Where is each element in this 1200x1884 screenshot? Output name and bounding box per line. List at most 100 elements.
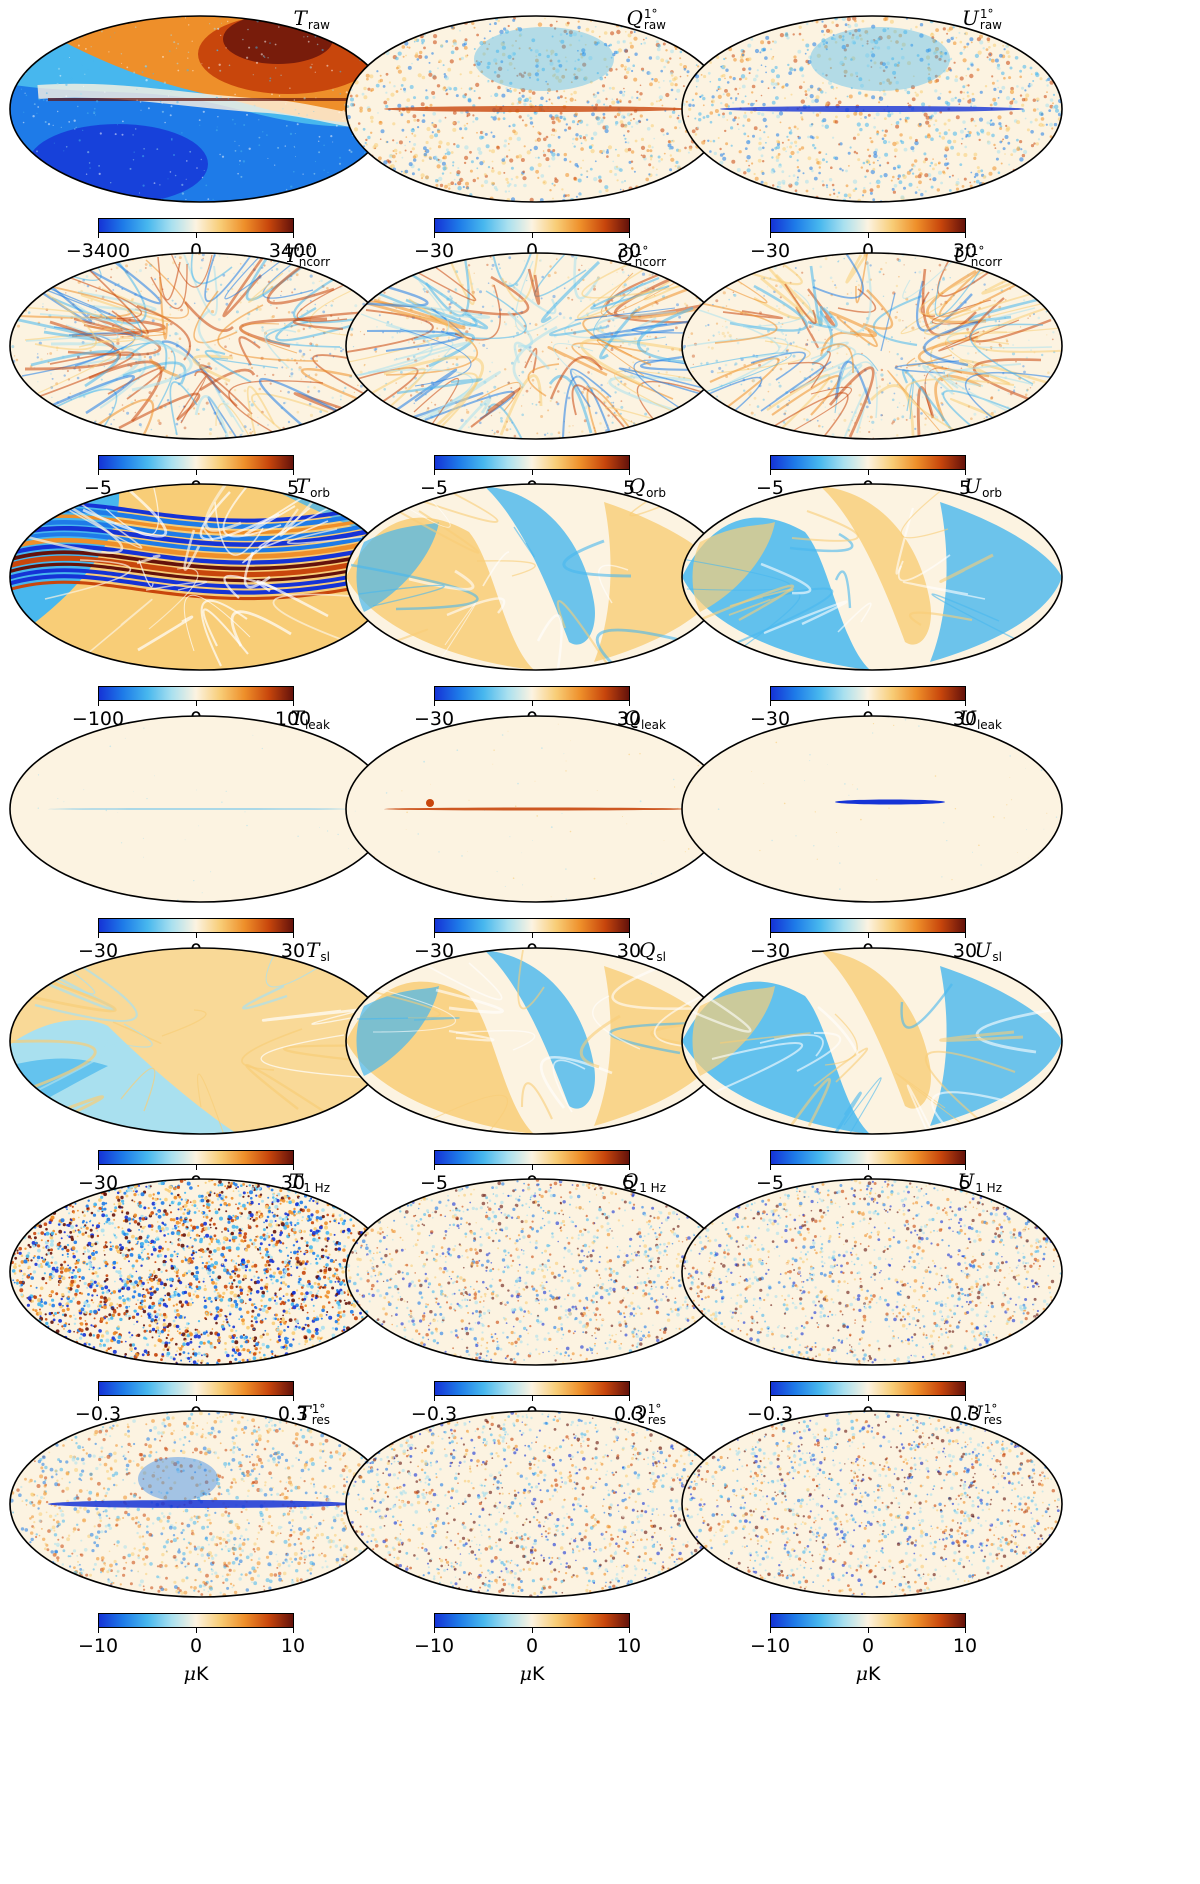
colorbar-tick bbox=[770, 933, 771, 938]
colorbar-tick-label: −30 bbox=[413, 940, 455, 962]
map-panel-Q_sl: Q sl−505 bbox=[336, 932, 736, 1201]
map-title: U orb bbox=[964, 474, 1002, 499]
map-title-symbol: U bbox=[957, 1169, 975, 1193]
unit-label: μK bbox=[856, 1663, 881, 1685]
map-title: T orb bbox=[296, 474, 330, 499]
map-panel-Q_raw: Q 1° raw −30 0 30 bbox=[336, 0, 736, 269]
map-title-symbol: Q bbox=[626, 6, 643, 30]
colorbar-tick bbox=[98, 470, 99, 475]
colorbar bbox=[98, 455, 294, 470]
colorbar-tick bbox=[434, 1165, 435, 1170]
colorbar-tick bbox=[770, 470, 771, 475]
colorbar-tick-label: −5 bbox=[755, 477, 785, 499]
map-title-symbol: T bbox=[297, 1401, 311, 1425]
map-title-symbol: Q bbox=[639, 938, 656, 962]
colorbar-tick-label: −0.3 bbox=[74, 1403, 122, 1425]
colorbar bbox=[434, 455, 630, 470]
colorbar-tick-label: −30 bbox=[749, 940, 791, 962]
map-title: U 1° raw bbox=[962, 6, 1002, 31]
map-title: U 1° ncorr bbox=[953, 243, 1002, 268]
map-panel-T_raw: T raw −3400 0 3400 bbox=[0, 0, 400, 269]
map-title: Q 1 Hz bbox=[622, 1169, 666, 1194]
colorbar-tick bbox=[629, 701, 630, 706]
map-title: Q sl bbox=[639, 938, 666, 963]
colorbar-tick bbox=[770, 701, 771, 706]
map-title-symbol: Q bbox=[630, 1401, 647, 1425]
colorbar-tick-label: 0 bbox=[861, 1635, 875, 1657]
map-title-symbol: U bbox=[962, 6, 979, 30]
map-title: U sl bbox=[975, 938, 1002, 963]
sky-map bbox=[681, 715, 1063, 903]
colorbar-tick-label: 5 bbox=[958, 477, 972, 499]
colorbar-tick-label: −5 bbox=[755, 1172, 785, 1194]
map-title-subscript: res bbox=[311, 1412, 330, 1427]
map-title-symbol: T bbox=[284, 243, 298, 267]
unit-symbol: K bbox=[531, 1663, 545, 1685]
map-title-symbol: Q bbox=[623, 706, 640, 730]
sky-map bbox=[345, 483, 727, 671]
colorbar-tick bbox=[868, 1165, 869, 1170]
unit-symbol: K bbox=[195, 1663, 209, 1685]
map-title-subscript: 1 Hz bbox=[639, 1180, 666, 1195]
map-title-subscript: orb bbox=[982, 485, 1002, 500]
colorbar-tick bbox=[532, 470, 533, 475]
colorbar-tick bbox=[770, 1165, 771, 1170]
map-title-subscript: orb bbox=[646, 485, 666, 500]
map-title: T 1 Hz bbox=[289, 1169, 330, 1194]
map-title-superscript: 1° bbox=[634, 243, 649, 258]
colorbar-tick bbox=[196, 701, 197, 706]
colorbar-tick bbox=[434, 1396, 435, 1401]
sky-map bbox=[681, 1178, 1063, 1366]
colorbar-tick bbox=[770, 1396, 771, 1401]
colorbar-tick bbox=[965, 233, 966, 238]
map-title-superscript: 1° bbox=[298, 243, 313, 258]
colorbar bbox=[434, 918, 630, 933]
colorbar-tick-label: −5 bbox=[419, 477, 449, 499]
map-title: U leak bbox=[959, 706, 1002, 731]
sky-map bbox=[345, 1410, 727, 1598]
colorbar-tick-label: 30 bbox=[952, 708, 978, 730]
map-title: T 1° ncorr bbox=[284, 243, 330, 268]
colorbar-tick bbox=[629, 1165, 630, 1170]
map-title-subscript: raw bbox=[643, 17, 666, 32]
map-title-symbol: U bbox=[964, 474, 982, 498]
colorbar-tick bbox=[965, 470, 966, 475]
colorbar bbox=[770, 218, 966, 233]
sky-map bbox=[9, 15, 391, 203]
map-title-symbol: U bbox=[965, 1401, 983, 1425]
sky-map bbox=[345, 947, 727, 1135]
map-title-symbol: T bbox=[293, 6, 307, 30]
colorbar-tick-label: 30 bbox=[616, 940, 642, 962]
colorbar bbox=[98, 1150, 294, 1165]
map-panel-Q_res: Q 1° res −10 0 10 μK bbox=[336, 1395, 736, 1685]
colorbar-tick-label: −30 bbox=[413, 708, 455, 730]
colorbar-tick bbox=[98, 1165, 99, 1170]
colorbar-tick bbox=[965, 1165, 966, 1170]
map-panel-U_1Hz: U 1 Hz−0.300.3 bbox=[672, 1163, 1072, 1432]
colorbar-tick bbox=[532, 1628, 533, 1633]
map-title-superscript: 1° bbox=[983, 1401, 998, 1416]
colorbar bbox=[770, 455, 966, 470]
map-title-subscript: ncorr bbox=[298, 254, 330, 269]
map-panel-Q_ncorr: Q1°ncorr−505 bbox=[336, 237, 736, 506]
colorbar-tick bbox=[293, 233, 294, 238]
colorbar-tick bbox=[293, 1396, 294, 1401]
colorbar-tick bbox=[532, 1396, 533, 1401]
map-title: U 1° res bbox=[966, 1401, 1002, 1426]
map-title-subscript: orb bbox=[310, 485, 330, 500]
sky-map bbox=[681, 483, 1063, 671]
colorbar bbox=[98, 218, 294, 233]
colorbar-tick bbox=[434, 233, 435, 238]
map-title-subscript: raw bbox=[307, 17, 330, 32]
unit-prefix: μ bbox=[183, 1663, 196, 1685]
colorbar-tick bbox=[868, 233, 869, 238]
colorbar-tick-label: 5 bbox=[286, 477, 300, 499]
colorbar-tick bbox=[293, 470, 294, 475]
map-title-superscript: 1° bbox=[647, 1401, 662, 1416]
map-title: T 1° res bbox=[297, 1401, 330, 1426]
colorbar bbox=[434, 218, 630, 233]
map-panel-U_ncorr: U1°ncorr−505 bbox=[672, 237, 1072, 506]
